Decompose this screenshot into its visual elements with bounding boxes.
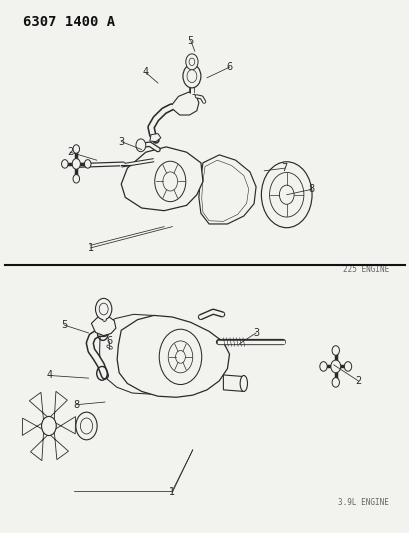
Text: 3: 3 (252, 328, 258, 338)
Text: 8: 8 (73, 400, 79, 410)
Text: 8: 8 (308, 184, 314, 195)
Text: 3: 3 (118, 136, 124, 147)
Polygon shape (149, 134, 160, 142)
Text: 6: 6 (226, 62, 232, 72)
Text: 5: 5 (187, 36, 193, 45)
Ellipse shape (240, 375, 247, 391)
Circle shape (261, 162, 311, 228)
Polygon shape (22, 418, 43, 435)
Text: 6: 6 (106, 336, 112, 346)
Circle shape (269, 172, 303, 217)
Text: 7: 7 (281, 163, 287, 173)
Polygon shape (29, 392, 49, 422)
Text: 6307 1400 A: 6307 1400 A (23, 15, 115, 29)
Polygon shape (30, 430, 49, 461)
Polygon shape (49, 430, 68, 459)
Text: 1: 1 (169, 488, 175, 497)
Polygon shape (121, 147, 202, 211)
Circle shape (182, 64, 200, 88)
Circle shape (187, 70, 196, 83)
Circle shape (154, 161, 185, 201)
Polygon shape (198, 155, 256, 224)
Circle shape (159, 329, 201, 384)
Text: 2: 2 (67, 147, 73, 157)
Circle shape (162, 172, 177, 191)
Circle shape (41, 416, 56, 435)
Polygon shape (117, 316, 229, 397)
Polygon shape (223, 375, 243, 391)
Text: 3.9L ENGINE: 3.9L ENGINE (337, 498, 388, 507)
Circle shape (73, 174, 79, 183)
Text: 1: 1 (87, 243, 93, 253)
Circle shape (331, 377, 339, 387)
Polygon shape (49, 391, 67, 422)
Text: 5: 5 (61, 320, 67, 330)
Circle shape (168, 341, 192, 373)
Circle shape (73, 145, 79, 154)
Circle shape (61, 160, 68, 168)
Circle shape (175, 351, 185, 364)
Circle shape (72, 159, 80, 169)
Text: 225 ENGINE: 225 ENGINE (342, 265, 388, 274)
Circle shape (80, 418, 92, 434)
Circle shape (189, 58, 194, 66)
Circle shape (344, 362, 351, 371)
Text: 4: 4 (142, 68, 148, 77)
Circle shape (319, 362, 326, 371)
Circle shape (84, 160, 91, 168)
Circle shape (330, 360, 340, 373)
Text: 2: 2 (354, 376, 360, 386)
Polygon shape (54, 417, 75, 434)
Circle shape (95, 298, 112, 320)
Circle shape (76, 412, 97, 440)
Text: 4: 4 (47, 370, 53, 381)
Polygon shape (170, 92, 198, 115)
Circle shape (331, 346, 339, 356)
Circle shape (99, 303, 108, 315)
Circle shape (185, 54, 198, 70)
Circle shape (136, 139, 145, 152)
Circle shape (279, 185, 293, 204)
Polygon shape (91, 316, 116, 336)
